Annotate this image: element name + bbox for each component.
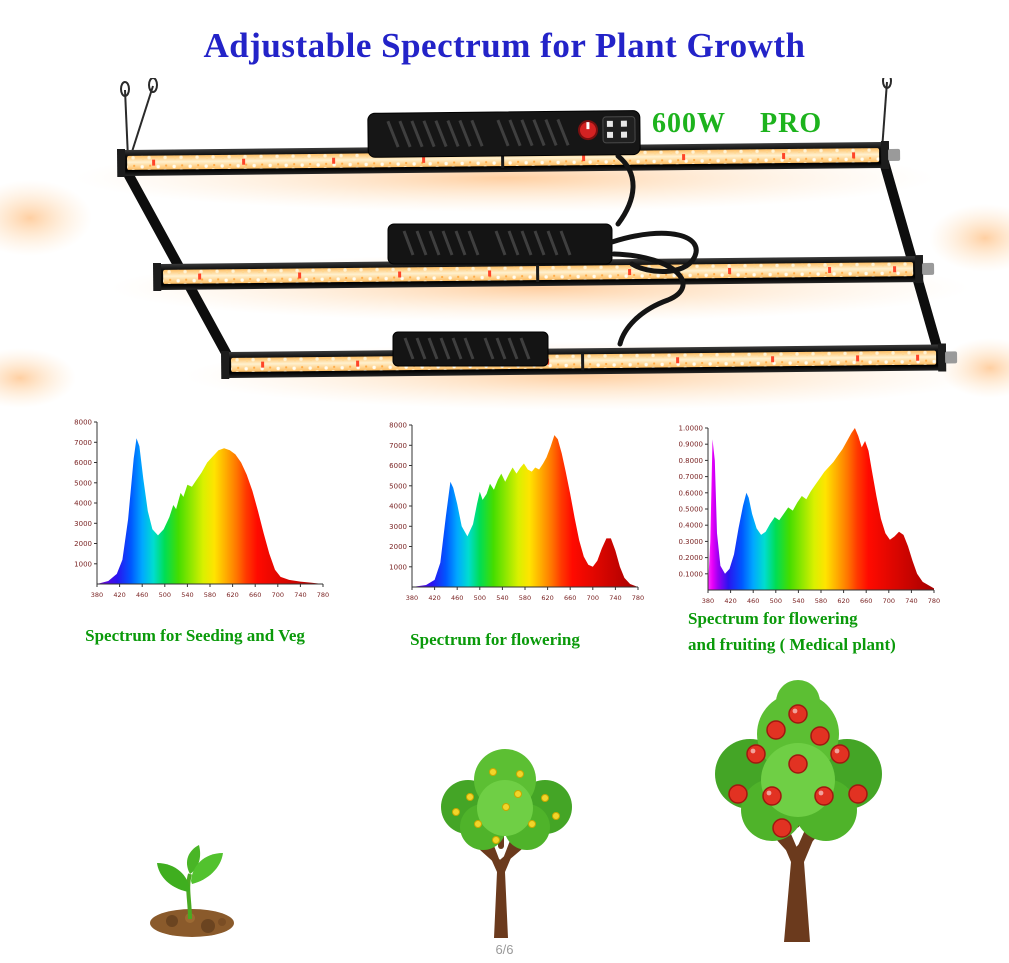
driver-box-3 xyxy=(392,331,549,367)
svg-text:660: 660 xyxy=(860,597,872,605)
svg-text:380: 380 xyxy=(702,597,714,605)
page-title: Adjustable Spectrum for Plant Growth xyxy=(203,26,806,65)
svg-text:780: 780 xyxy=(317,591,329,599)
led-bar-1 xyxy=(116,140,901,178)
svg-text:420: 420 xyxy=(113,591,125,599)
svg-text:500: 500 xyxy=(474,594,486,602)
svg-text:460: 460 xyxy=(136,591,148,599)
spectrum-chart-flowering: 8000 7000 6000 5000 4000 3000 2000 1000 380 420 46… xyxy=(389,422,644,603)
svg-text:4000: 4000 xyxy=(74,500,92,508)
svg-text:660: 660 xyxy=(564,594,576,602)
svg-text:700: 700 xyxy=(587,594,599,602)
control-panel xyxy=(602,116,636,144)
svg-text:0.7000: 0.7000 xyxy=(679,473,704,481)
chart3-caption: Spectrum for flowering and fruiting ( Me… xyxy=(688,606,928,658)
flowering-tree-illustration xyxy=(441,749,572,938)
svg-text:0.6000: 0.6000 xyxy=(679,489,704,497)
svg-text:7000: 7000 xyxy=(74,439,92,447)
svg-text:1.0000: 1.0000 xyxy=(679,425,704,433)
svg-text:580: 580 xyxy=(815,597,827,605)
dimmer-knob-icon xyxy=(577,120,598,141)
svg-text:0.1000: 0.1000 xyxy=(679,570,704,578)
spectrum-chart-fruiting: 1.0000 0.9000 0.8000 0.7000 0.6000 0.5000 0.40… xyxy=(679,425,941,606)
svg-text:0.2000: 0.2000 xyxy=(679,554,704,562)
product-label: 600W PRO xyxy=(652,108,822,140)
svg-text:540: 540 xyxy=(496,594,508,602)
svg-text:580: 580 xyxy=(204,591,216,599)
grow-light-fixture xyxy=(0,78,1009,410)
svg-text:4000: 4000 xyxy=(389,503,407,511)
svg-text:540: 540 xyxy=(181,591,193,599)
flowers xyxy=(452,768,560,844)
svg-text:5000: 5000 xyxy=(74,479,92,487)
svg-text:0.5000: 0.5000 xyxy=(679,506,704,514)
svg-text:500: 500 xyxy=(159,591,171,599)
svg-text:500: 500 xyxy=(770,597,782,605)
svg-text:460: 460 xyxy=(451,594,463,602)
svg-text:420: 420 xyxy=(724,597,736,605)
svg-text:620: 620 xyxy=(226,591,238,599)
svg-text:660: 660 xyxy=(249,591,261,599)
driver-box-2 xyxy=(387,223,613,265)
chart2-caption: Spectrum for flowering xyxy=(410,630,580,649)
svg-text:420: 420 xyxy=(428,594,440,602)
svg-text:700: 700 xyxy=(883,597,895,605)
svg-text:0.9000: 0.9000 xyxy=(679,441,704,449)
power-cables xyxy=(609,153,699,347)
series-label: PRO xyxy=(760,108,823,139)
chart3-caption-line2: and fruiting ( Medical plant) xyxy=(688,635,896,654)
svg-text:6000: 6000 xyxy=(389,462,407,470)
foliage xyxy=(441,749,572,850)
svg-text:460: 460 xyxy=(747,597,759,605)
seedling-illustration xyxy=(150,845,234,937)
svg-text:5000: 5000 xyxy=(389,482,407,490)
svg-text:700: 700 xyxy=(272,591,284,599)
svg-text:0.4000: 0.4000 xyxy=(679,522,704,530)
page-indicator: 6/6 xyxy=(495,942,514,957)
svg-text:2000: 2000 xyxy=(74,540,92,548)
chart1-caption: Spectrum for Seeding and Veg xyxy=(85,626,305,645)
svg-text:8000: 8000 xyxy=(389,422,407,430)
svg-text:620: 620 xyxy=(837,597,849,605)
chart3-caption-line1: Spectrum for flowering xyxy=(688,609,858,628)
svg-text:740: 740 xyxy=(609,594,621,602)
svg-text:780: 780 xyxy=(928,597,940,605)
spectrum-chart-seeding-veg: 8000 7000 6000 5000 4000 3000 2000 1000 380 420 46… xyxy=(74,419,329,600)
svg-text:580: 580 xyxy=(519,594,531,602)
fruiting-tree-illustration xyxy=(715,680,882,942)
svg-text:7000: 7000 xyxy=(389,442,407,450)
led-bar-2 xyxy=(152,254,935,292)
svg-text:0.3000: 0.3000 xyxy=(679,538,704,546)
svg-text:1000: 1000 xyxy=(389,563,407,571)
svg-text:540: 540 xyxy=(792,597,804,605)
svg-text:620: 620 xyxy=(541,594,553,602)
svg-text:1000: 1000 xyxy=(74,560,92,568)
svg-text:3000: 3000 xyxy=(389,523,407,531)
apples xyxy=(728,704,868,838)
svg-text:780: 780 xyxy=(632,594,644,602)
svg-text:740: 740 xyxy=(905,597,917,605)
wattage-label: 600W xyxy=(652,108,726,139)
svg-text:0.8000: 0.8000 xyxy=(679,457,704,465)
svg-text:380: 380 xyxy=(91,591,103,599)
svg-text:2000: 2000 xyxy=(389,543,407,551)
driver-box-1 xyxy=(367,110,641,158)
svg-text:6000: 6000 xyxy=(74,459,92,467)
hanging-wires-icon xyxy=(120,78,892,159)
svg-text:8000: 8000 xyxy=(74,419,92,427)
svg-text:380: 380 xyxy=(406,594,418,602)
svg-text:740: 740 xyxy=(294,591,306,599)
svg-text:3000: 3000 xyxy=(74,520,92,528)
